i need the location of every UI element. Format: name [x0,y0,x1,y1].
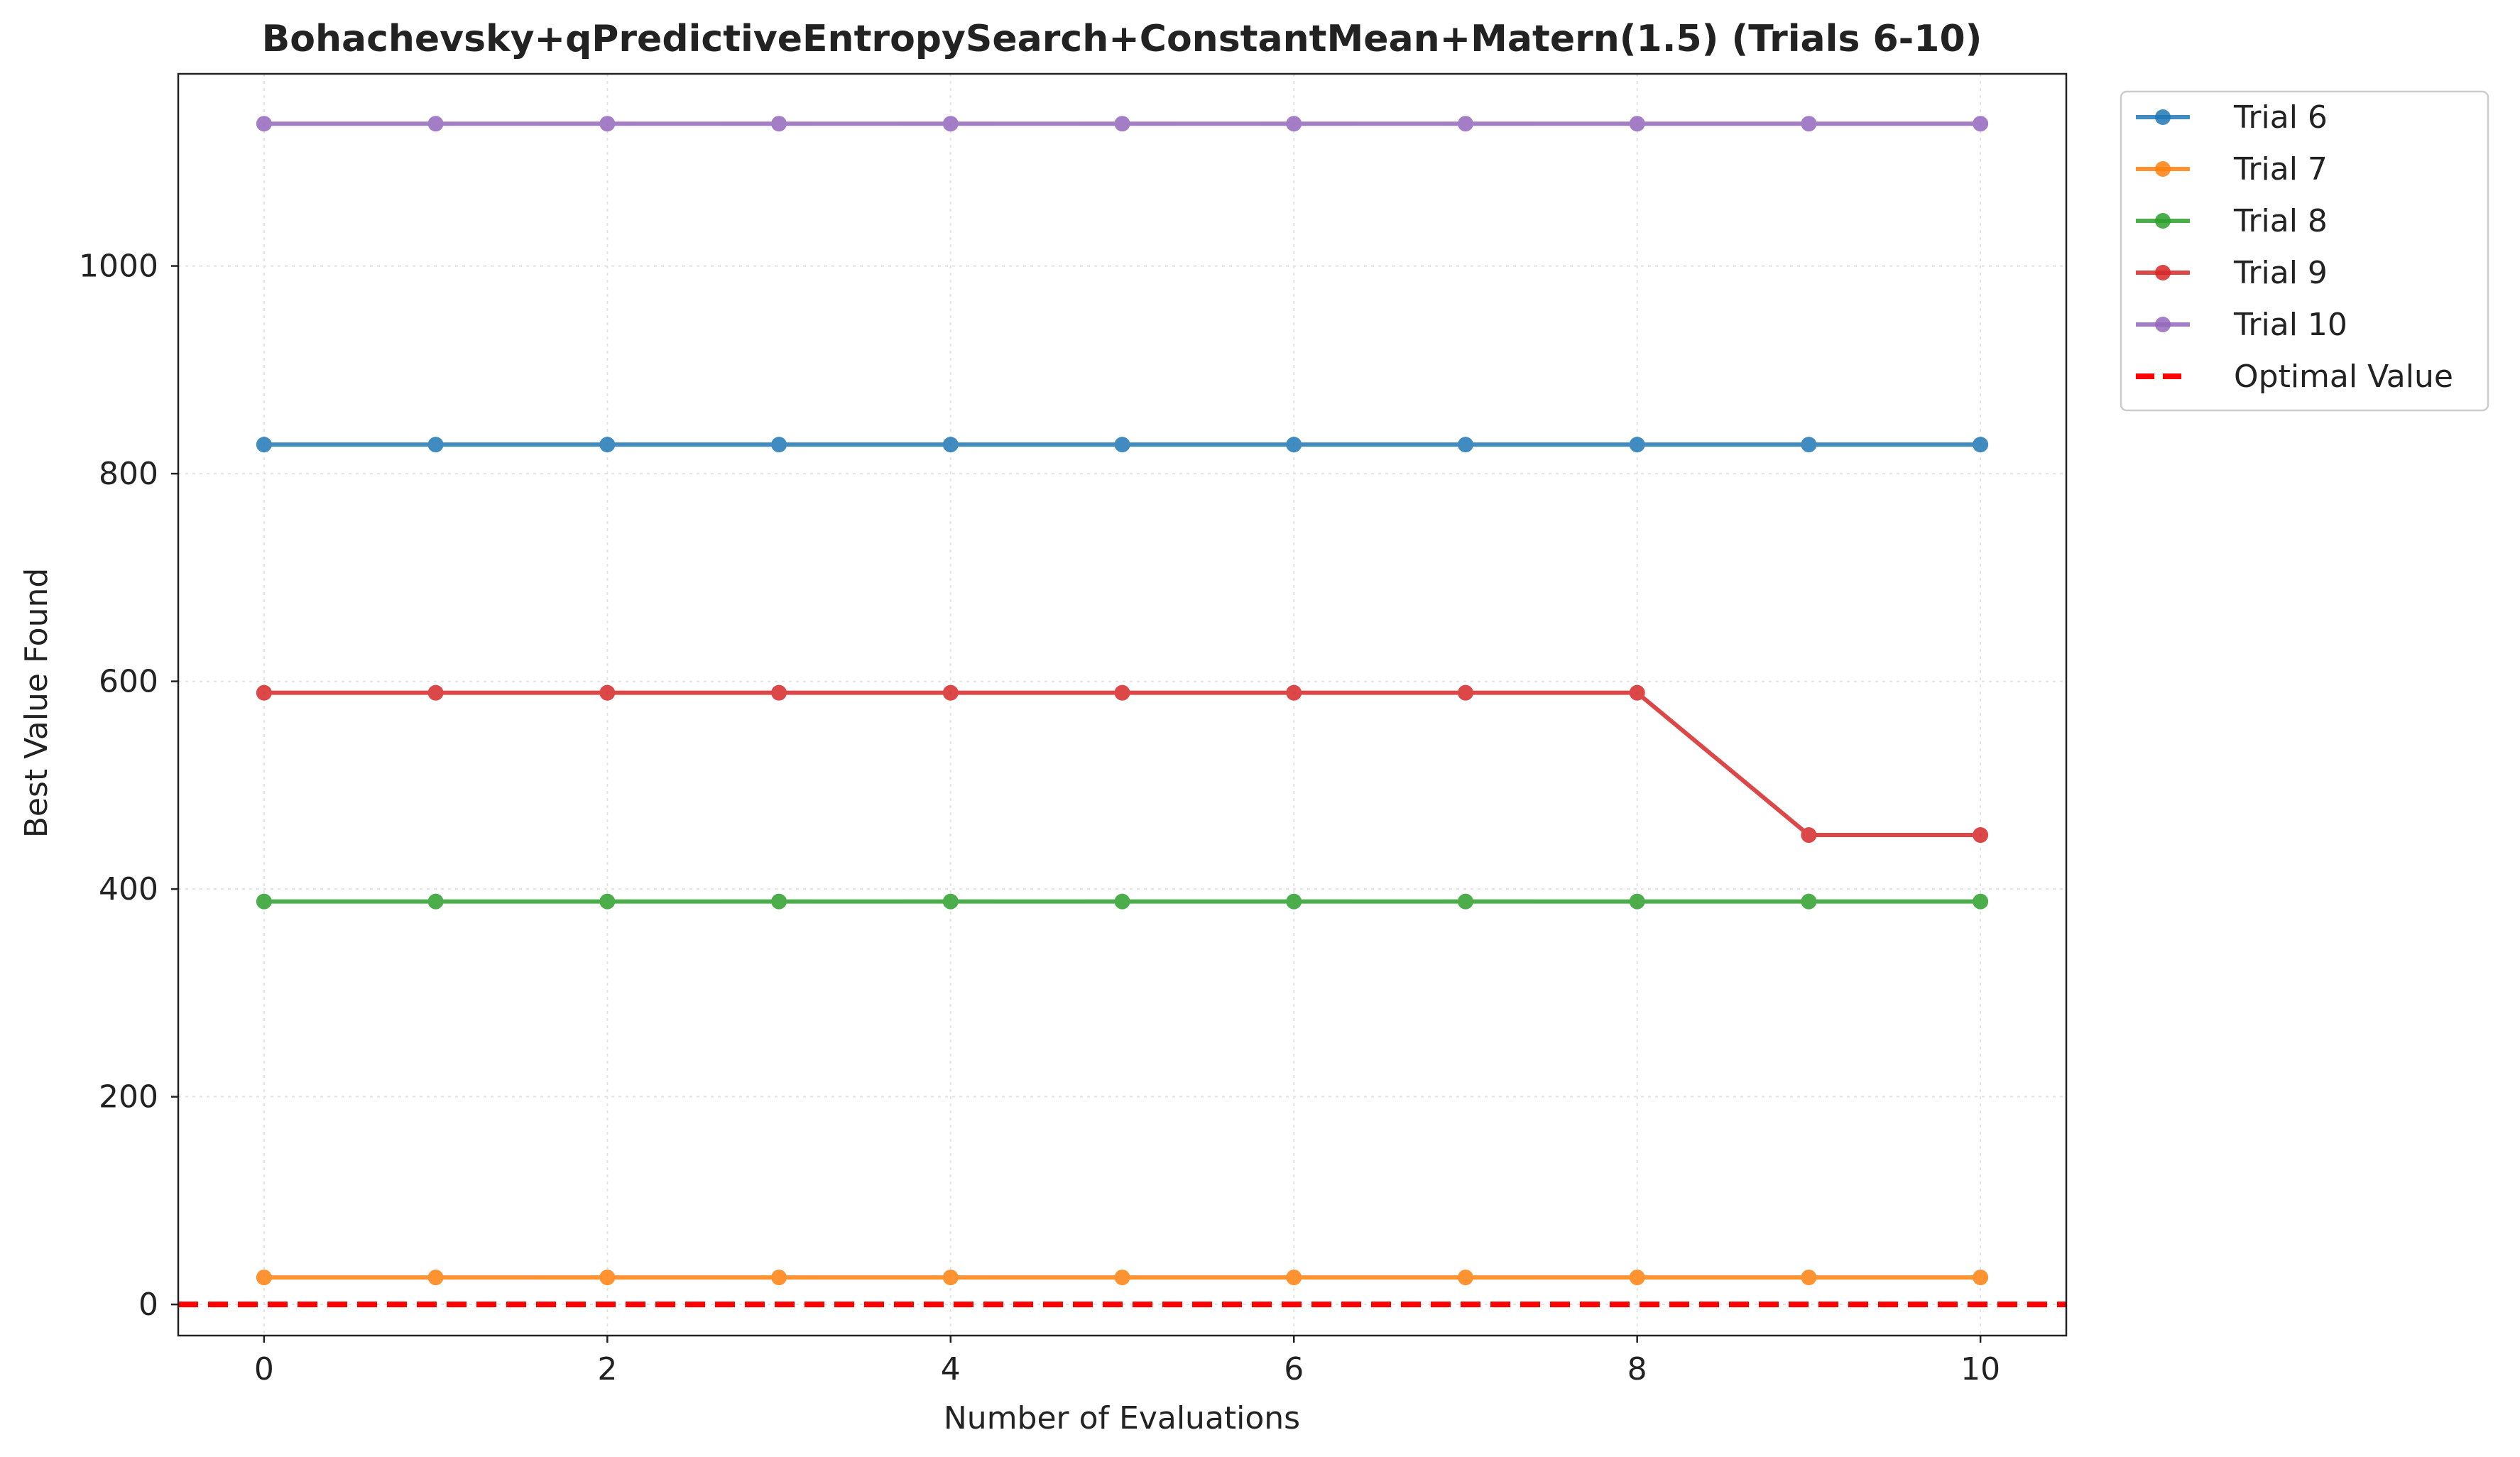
data-point [771,684,787,701]
data-point [1801,893,1817,910]
data-point [1973,1270,1989,1286]
series-trial-7 [256,1270,1989,1286]
data-point [1973,893,1989,910]
data-point [1114,116,1130,132]
y-tick-label: 800 [99,456,158,492]
y-tick-label: 400 [99,871,158,907]
series-trial-8 [256,893,1989,910]
legend-label: Trial 8 [2233,203,2328,239]
x-tick-label: 4 [941,1351,961,1387]
data-point [427,684,444,701]
data-point [1457,1270,1473,1286]
data-point [942,684,959,701]
data-point [1114,1270,1130,1286]
legend-swatch-marker [2155,213,2171,229]
data-point [1286,437,1302,453]
data-point [1801,437,1817,453]
data-point [1114,437,1130,453]
data-point [1286,116,1302,132]
data-point [771,1270,787,1286]
data-point [256,437,272,453]
legend-swatch-marker [2155,265,2171,280]
data-point [942,1270,959,1286]
legend-label: Trial 6 [2233,99,2328,136]
y-tick-label: 200 [99,1079,158,1115]
data-point [427,1270,444,1286]
legend-label: Optimal Value [2234,359,2453,395]
series-trial-10 [256,116,1989,132]
y-axis-ticks: 0 200 400 600 800 1000 [79,249,178,1323]
data-point [599,893,616,910]
legend-swatch-marker [2155,317,2171,332]
x-tick-label: 8 [1627,1351,1647,1387]
legend-swatch-marker [2155,161,2171,177]
data-point [1629,684,1645,701]
y-axis-label: Best Value Found [18,568,55,839]
data-point [599,437,616,453]
data-point [942,116,959,132]
series-trial-9 [256,684,1989,844]
data-point [1114,684,1130,701]
series-trial-6 [256,437,1989,453]
data-point [771,893,787,910]
y-tick-label: 1000 [79,249,158,285]
data-point [1457,116,1473,132]
series-group [256,116,1989,1286]
data-point [1973,116,1989,132]
data-point [942,893,959,910]
data-point [427,893,444,910]
data-point [256,1270,272,1286]
data-point [1286,893,1302,910]
data-point [1801,827,1817,844]
data-point [771,437,787,453]
data-point [256,684,272,701]
legend-label: Trial 7 [2233,151,2328,187]
x-tick-label: 6 [1284,1351,1304,1387]
data-point [599,1270,616,1286]
x-tick-label: 0 [254,1351,274,1387]
data-point [256,116,272,132]
x-axis-ticks: 0 2 4 6 8 10 [254,1336,2000,1387]
y-tick-label: 600 [99,664,158,700]
data-point [1114,893,1130,910]
data-point [942,437,959,453]
data-point [1457,893,1473,910]
x-tick-label: 2 [597,1351,617,1387]
data-point [1629,437,1645,453]
data-point [599,116,616,132]
data-point [771,116,787,132]
data-point [1629,893,1645,910]
legend: Trial 6 Trial 7 Trial 8 Trial 9 Trial 10 Opti… [2120,90,2489,412]
data-point [1457,437,1473,453]
legend-box [2120,90,2489,412]
data-point [1801,1270,1817,1286]
plot-frame [177,72,2068,1337]
data-point [1629,116,1645,132]
data-point [256,893,272,910]
data-point [1629,1270,1645,1286]
data-point [1286,684,1302,701]
data-point [427,437,444,453]
data-point [1286,1270,1302,1286]
x-axis-label: Number of Evaluations [944,1400,1300,1436]
data-point [1801,116,1817,132]
legend-swatch-marker [2155,109,2171,125]
y-tick-label: 0 [138,1287,158,1323]
chart-title: Bohachevsky+qPredictiveEntropySearch+Con… [262,18,1982,60]
x-tick-label: 10 [1960,1351,2000,1387]
legend-label: Trial 9 [2233,255,2328,291]
data-point [427,116,444,132]
data-point [599,684,616,701]
data-point [1973,437,1989,453]
legend-label: Trial 10 [2233,307,2347,343]
data-point [1973,827,1989,844]
data-point [1457,684,1473,701]
